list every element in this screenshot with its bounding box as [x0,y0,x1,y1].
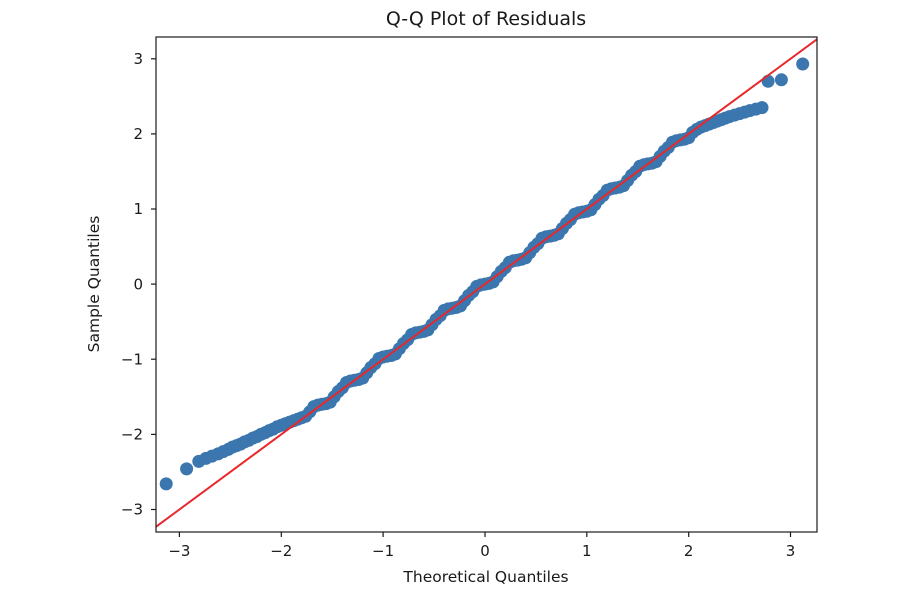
data-layer [156,38,817,528]
y-tick-label: 1 [133,200,143,218]
x-tick-label: −3 [168,542,190,560]
x-tick-label: 1 [582,542,592,560]
y-axis-label: Sample Quantiles [85,216,103,353]
scatter-point [774,73,788,87]
scatter-point [761,74,775,88]
y-tick-label: −2 [121,426,143,444]
x-tick-label: 0 [480,542,490,560]
x-tick-label: −1 [372,542,394,560]
y-tick-label: 2 [133,125,143,143]
axis-ticks: −3 −2 −1 0 1 2 3 −3 −2 −1 0 1 2 3 [121,50,795,560]
y-tick-label: 0 [133,275,143,293]
x-tick-label: 3 [786,542,796,560]
scatter-point [159,477,173,491]
reference-line [156,38,817,528]
x-axis-label: Theoretical Quantiles [402,568,568,586]
y-tick-label: −3 [121,501,143,519]
scatter-point [755,101,769,115]
scatter-point [796,57,810,71]
chart-title: Q-Q Plot of Residuals [386,8,586,30]
scatter-point [180,462,194,476]
x-tick-label: 2 [684,542,694,560]
plot-border [155,36,818,533]
x-tick-label: −2 [270,542,292,560]
y-tick-label: 3 [133,50,143,68]
y-tick-label: −1 [121,350,143,368]
